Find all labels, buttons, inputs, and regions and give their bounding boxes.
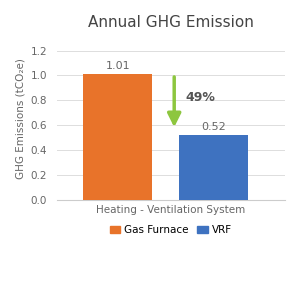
Legend: Gas Furnace, VRF: Gas Furnace, VRF — [106, 221, 236, 239]
Text: 0.52: 0.52 — [201, 122, 226, 132]
Bar — [178, 135, 248, 200]
Text: 1.01: 1.01 — [105, 61, 130, 71]
Text: 49%: 49% — [185, 91, 215, 104]
Title: Annual GHG Emission: Annual GHG Emission — [88, 15, 254, 30]
Y-axis label: GHG Emissions (tCO₂e): GHG Emissions (tCO₂e) — [15, 58, 25, 179]
Bar — [83, 74, 152, 200]
X-axis label: Heating - Ventilation System: Heating - Ventilation System — [96, 205, 246, 215]
